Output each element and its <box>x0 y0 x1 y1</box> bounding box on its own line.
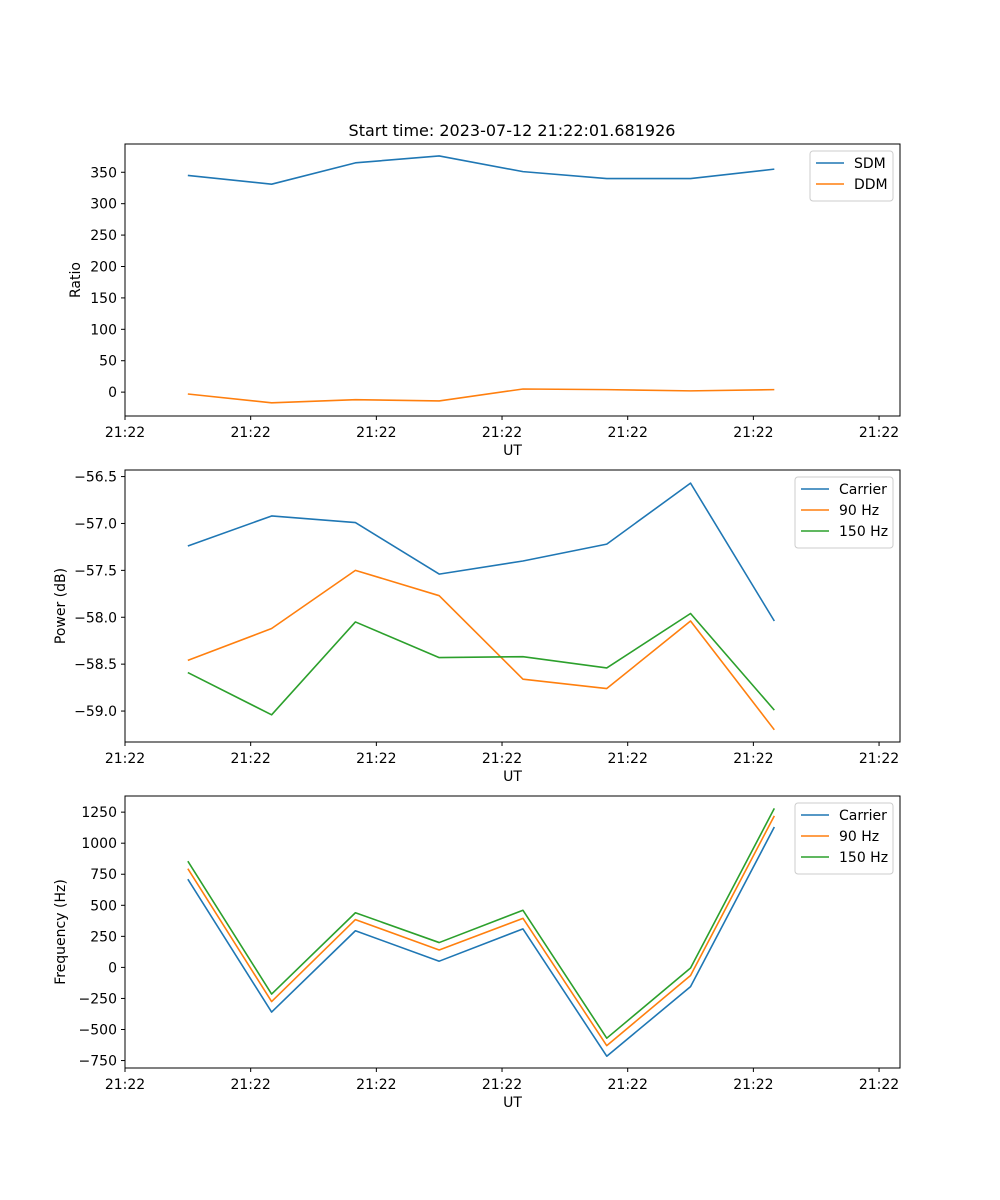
x-axis-label-power: UT <box>503 769 522 785</box>
y-axis-label-power: Power (dB) <box>53 568 69 644</box>
y-tick-label-frequency: −750 <box>79 1054 117 1070</box>
legend-label-power-2: 150 Hz <box>839 524 888 540</box>
y-tick-label-frequency: 500 <box>90 898 117 914</box>
x-tick-label-ratio: 21:22 <box>230 425 270 441</box>
series-line-ratio-0 <box>187 155 775 185</box>
y-tick-label-power: −58.5 <box>74 657 117 673</box>
panel-power: 21:22 21:22 21:22 21:22 21:22 21:22 21:22 −59.0… <box>53 469 901 785</box>
legend-frequency: Carrier 90 Hz 150 Hz <box>794 802 894 875</box>
legend-label-frequency-1: 90 Hz <box>839 829 879 845</box>
chart-panels: 21:22 21:22 21:22 21:22 21:22 21:22 21:22 0 50 10… <box>53 143 901 1111</box>
y-axis-label-ratio: Ratio <box>68 262 84 298</box>
y-tick-label-ratio: 250 <box>90 228 117 244</box>
y-tick-label-ratio: 150 <box>90 291 117 307</box>
series-line-frequency-1 <box>187 815 776 1047</box>
x-tick-label-frequency: 21:22 <box>733 1077 773 1093</box>
y-tick-label-power: −56.5 <box>74 470 117 486</box>
x-tick-label-power: 21:22 <box>482 751 522 767</box>
y-tick-label-power: −58.0 <box>74 610 117 626</box>
legend-label-frequency-2: 150 Hz <box>839 850 888 866</box>
y-tick-label-frequency: 1250 <box>81 805 117 821</box>
series-line-frequency-2 <box>187 808 776 1039</box>
x-tick-label-power: 21:22 <box>733 751 773 767</box>
y-axis-label-frequency: Frequency (Hz) <box>53 879 69 985</box>
y-tick-label-power: −57.5 <box>74 563 117 579</box>
x-tick-label-frequency: 21:22 <box>482 1077 522 1093</box>
y-tick-label-power: −57.0 <box>74 516 117 532</box>
panel-ratio: 21:22 21:22 21:22 21:22 21:22 21:22 21:22 0 50 10… <box>68 143 901 459</box>
x-tick-label-ratio: 21:22 <box>608 425 648 441</box>
plot-frame-frequency <box>124 795 901 1069</box>
x-tick-label-frequency: 21:22 <box>230 1077 270 1093</box>
legend-ratio: SDM DDM <box>809 150 894 202</box>
x-tick-label-power: 21:22 <box>859 751 899 767</box>
y-tick-label-frequency: −500 <box>79 1022 117 1038</box>
y-tick-label-frequency: 1000 <box>81 836 117 852</box>
chart-title: Start time: 2023-07-12 21:22:01.681926 <box>349 121 676 140</box>
legend-label-power-0: Carrier <box>839 482 887 498</box>
y-tick-label-ratio: 50 <box>99 354 117 370</box>
plot-frame-ratio <box>124 143 901 417</box>
y-tick-label-frequency: 0 <box>108 960 117 976</box>
legend-label-power-1: 90 Hz <box>839 503 879 519</box>
x-tick-label-frequency: 21:22 <box>105 1077 145 1093</box>
x-axis-label-frequency: UT <box>503 1095 522 1111</box>
series-line-ratio-1 <box>187 388 775 404</box>
y-tick-label-ratio: 0 <box>108 385 117 401</box>
y-tick-label-power: −59.0 <box>74 704 117 720</box>
x-axis-label-ratio: UT <box>503 443 522 459</box>
series-line-power-1 <box>187 569 775 731</box>
y-tick-label-frequency: 750 <box>90 867 117 883</box>
x-tick-label-power: 21:22 <box>608 751 648 767</box>
x-tick-label-power: 21:22 <box>356 751 396 767</box>
plot-frame-power <box>124 469 901 743</box>
legend-label-ratio-0: SDM <box>854 156 886 172</box>
x-tick-label-ratio: 21:22 <box>733 425 773 441</box>
legend-power: Carrier 90 Hz 150 Hz <box>794 476 894 549</box>
x-tick-label-ratio: 21:22 <box>356 425 396 441</box>
y-tick-label-ratio: 300 <box>90 197 117 213</box>
y-tick-label-ratio: 200 <box>90 259 117 275</box>
x-tick-label-power: 21:22 <box>105 751 145 767</box>
legend-label-frequency-0: Carrier <box>839 808 887 824</box>
legend-label-ratio-1: DDM <box>854 177 888 193</box>
x-tick-label-frequency: 21:22 <box>356 1077 396 1093</box>
series-line-frequency-0 <box>187 826 776 1057</box>
y-tick-label-frequency: 250 <box>90 929 117 945</box>
y-tick-label-ratio: 350 <box>90 165 117 181</box>
series-line-power-0 <box>187 482 776 622</box>
x-tick-label-frequency: 21:22 <box>608 1077 648 1093</box>
x-tick-label-ratio: 21:22 <box>859 425 899 441</box>
x-tick-label-power: 21:22 <box>230 751 270 767</box>
y-tick-label-frequency: −250 <box>79 991 117 1007</box>
x-tick-label-ratio: 21:22 <box>482 425 522 441</box>
panel-frequency: 21:22 21:22 21:22 21:22 21:22 21:22 21:22 −750 −… <box>53 795 901 1111</box>
y-tick-label-ratio: 100 <box>90 322 117 338</box>
x-tick-label-ratio: 21:22 <box>105 425 145 441</box>
series-line-power-2 <box>187 612 775 716</box>
x-tick-label-frequency: 21:22 <box>859 1077 899 1093</box>
